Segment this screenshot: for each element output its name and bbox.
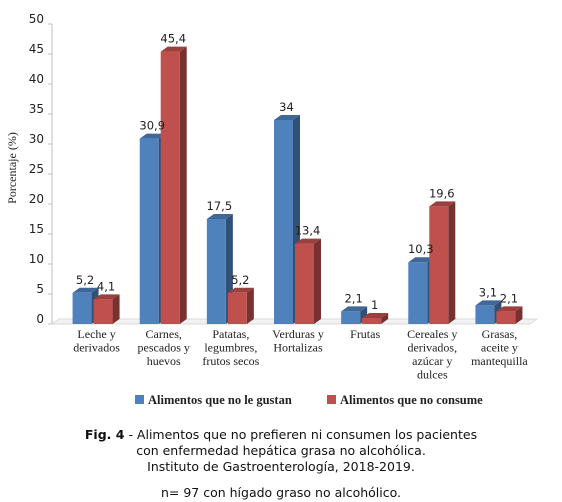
category-label: Hortalizas (273, 341, 323, 355)
bar-front (274, 120, 293, 324)
y-axis-title: Porcentaje (%) (5, 132, 19, 204)
bar-front (475, 305, 495, 324)
bar-side (448, 201, 456, 324)
bar-side (381, 313, 389, 324)
bar-side (246, 287, 254, 324)
legend-label: Alimentos que no le gustan (148, 393, 292, 407)
bar-front (93, 299, 113, 324)
caption-line-2: con enfermedad hepática grasa no alcohól… (136, 443, 426, 458)
legend-swatch (135, 395, 144, 404)
data-label: 45,4 (160, 32, 186, 46)
data-label: 3,1 (479, 285, 497, 299)
bar-front (227, 292, 247, 324)
bar-no-consume (295, 238, 321, 324)
bar-top (295, 238, 321, 244)
sample-note: n= 97 con hígado graso no alcohólico. (160, 485, 402, 500)
bar-top (274, 115, 300, 120)
y-tick-label: 25 (29, 162, 44, 176)
category-label: dulces (417, 368, 448, 382)
bar-side (314, 238, 321, 324)
bar-top (429, 201, 456, 207)
data-label: 34 (279, 100, 294, 114)
bar-top (362, 313, 389, 318)
category-label: frutos secos (202, 354, 259, 368)
y-tick-label: 50 (29, 12, 44, 26)
caption-line-1: - Alimentos que no prefieren ni consumen… (124, 427, 478, 442)
y-tick-label: 15 (29, 222, 44, 236)
legend-swatch (327, 395, 336, 404)
bar-front (72, 292, 92, 324)
category-label: aceite y (481, 341, 518, 355)
category-label: Patatas, (212, 327, 249, 341)
bar-no-consume (429, 201, 456, 324)
data-label: 2,1 (500, 291, 518, 305)
bar-side (179, 46, 187, 324)
category-label: mantequilla (471, 354, 528, 368)
category-label: azúcar y (412, 354, 452, 368)
y-tick-label: 10 (29, 252, 44, 266)
category-label: Grasas, (482, 327, 518, 341)
data-label: 4,1 (97, 279, 115, 293)
figure-caption: Fig. 4 - Alimentos que no prefieren ni c… (0, 427, 562, 475)
category-label: Carnes, (146, 327, 182, 341)
bar-no-consume (160, 46, 187, 324)
bar-front (362, 318, 382, 324)
bar-front (496, 311, 516, 324)
bar-top (206, 214, 233, 219)
category-label: Cereales y (407, 327, 457, 341)
category-label: derivados (73, 341, 120, 355)
category-label: Verduras y (272, 327, 324, 341)
bar-top (139, 133, 166, 139)
y-tick-label: 40 (29, 72, 44, 86)
data-label: 2,1 (344, 291, 362, 305)
data-label: 17,5 (207, 199, 233, 213)
y-tick-label: 0 (36, 312, 44, 326)
bar-front (429, 206, 449, 324)
category-label: Frutas (350, 327, 380, 341)
bar-front (160, 51, 180, 324)
bar-front (341, 311, 361, 324)
y-tick-label: 5 (36, 282, 44, 296)
legend-label: Alimentos que no consume (340, 393, 483, 407)
bar-side (112, 294, 120, 324)
category-label: pescados y (138, 341, 190, 355)
bar-front (139, 138, 159, 324)
bar-top (72, 287, 99, 293)
bar-front (206, 219, 226, 324)
bar-top (93, 294, 120, 300)
bar-side (515, 306, 523, 324)
category-label: Leche y (77, 327, 115, 341)
data-label: 13,4 (295, 224, 321, 238)
y-tick-label: 20 (29, 192, 44, 206)
data-label: 5,2 (231, 273, 249, 287)
data-label: 1 (371, 298, 378, 312)
category-label: huevos (147, 354, 181, 368)
bar-top (160, 46, 187, 52)
data-label: 5,2 (76, 273, 94, 287)
bar-no-consume (362, 313, 389, 324)
category-label: legumbres, (204, 341, 257, 355)
figure-number: Fig. 4 (84, 427, 125, 442)
caption-line-3: Instituto de Gastroenterología, 2018-201… (147, 459, 415, 474)
bar-top (496, 306, 523, 312)
data-label: 30,9 (139, 119, 165, 133)
bar-top (408, 257, 435, 263)
bar-no-consume (227, 287, 254, 324)
bar-top (341, 306, 368, 312)
category-label: derivados, (407, 341, 457, 355)
bar-front (295, 243, 314, 324)
data-label: 19,6 (429, 186, 455, 200)
bar-top (475, 300, 502, 306)
y-tick-label: 30 (29, 132, 44, 146)
bar-top (227, 287, 254, 293)
bar-no-consume (496, 306, 523, 324)
bar-no-consume (93, 294, 120, 324)
y-tick-label: 45 (29, 42, 44, 56)
y-tick-label: 35 (29, 102, 44, 116)
data-label: 10,3 (408, 242, 434, 256)
bar-front (408, 262, 428, 324)
